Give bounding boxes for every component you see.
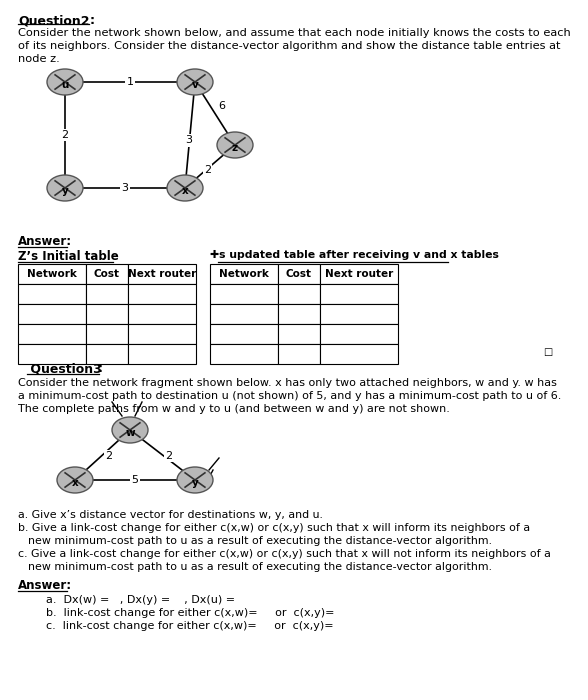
Text: u: u [61,80,69,90]
Text: :: : [98,362,103,375]
Text: v: v [192,80,198,90]
Bar [86,264,128,284]
Bar [18,324,86,344]
Bar [320,344,398,364]
Text: w: w [125,428,135,438]
Bar [320,304,398,324]
Text: 1: 1 [126,77,133,87]
Text: 2: 2 [61,130,69,140]
Text: y: y [62,186,68,196]
Text: 2: 2 [165,451,172,461]
Text: x: x [182,186,188,196]
Text: The complete paths from w and y to u (and between w and y) are not shown.: The complete paths from w and y to u (an… [18,404,450,414]
Text: Question3: Question3 [26,362,102,375]
Bar [128,324,196,344]
Text: a minimum-cost path to destination u (not shown) of 5, and y has a minimum-cost : a minimum-cost path to destination u (no… [18,391,562,401]
Bar [86,344,128,364]
Text: Next router: Next router [128,269,196,279]
Text: Next router: Next router [325,269,393,279]
Text: a.  Dx(w) =   , Dx(y) =    , Dx(u) =: a. Dx(w) = , Dx(y) = , Dx(u) = [46,595,235,605]
Bar [278,264,320,284]
Ellipse shape [47,175,83,201]
Bar [320,264,398,284]
Text: Question2: Question2 [18,14,89,27]
Bar [128,344,196,364]
Text: 6: 6 [219,101,226,111]
Text: Network: Network [219,269,269,279]
Text: Network: Network [27,269,77,279]
Text: z: z [232,144,238,153]
Text: ✚s updated table after receiving v and x tables: ✚s updated table after receiving v and x… [210,250,499,260]
Bar [278,304,320,324]
Text: 2: 2 [105,451,113,461]
Bar [18,284,86,304]
Ellipse shape [57,467,93,493]
Text: x: x [72,478,78,489]
Text: Cost: Cost [286,269,312,279]
Bar [86,304,128,324]
Text: :: : [90,14,95,27]
Bar [18,344,86,364]
Ellipse shape [217,132,253,158]
Text: new minimum-cost path to u as a result of executing the distance-vector algorith: new minimum-cost path to u as a result o… [28,562,492,572]
Bar [210,324,278,344]
Bar [210,304,278,324]
Ellipse shape [167,175,203,201]
Text: of its neighbors. Consider the distance-vector algorithm and show the distance t: of its neighbors. Consider the distance-… [18,41,560,51]
Bar [278,324,320,344]
Bar [128,304,196,324]
Text: 5: 5 [132,475,139,485]
Bar [86,324,128,344]
Text: c.  link-cost change for either c(x,w)=     or  c(x,y)=: c. link-cost change for either c(x,w)= o… [46,621,333,631]
Bar [210,284,278,304]
Text: 3: 3 [122,183,129,193]
Bar [210,344,278,364]
Ellipse shape [112,417,148,443]
Text: Z’s Initial table: Z’s Initial table [18,250,119,263]
Text: Answer:: Answer: [18,579,72,592]
Ellipse shape [47,69,83,95]
Bar [18,304,86,324]
Bar [320,284,398,304]
Ellipse shape [177,467,213,493]
Text: 2: 2 [204,165,211,175]
Text: new minimum-cost path to u as a result of executing the distance-vector algorith: new minimum-cost path to u as a result o… [28,536,492,546]
Text: y: y [192,478,198,489]
Text: b. Give a link-cost change for either c(x,w) or c(x,y) such that x will inform i: b. Give a link-cost change for either c(… [18,523,530,533]
Text: 3: 3 [185,135,192,146]
Bar [210,264,278,284]
Text: b.  link-cost change for either c(x,w)=     or  c(x,y)=: b. link-cost change for either c(x,w)= o… [46,608,335,618]
Text: Consider the network fragment shown below. x has only two attached neighbors, w : Consider the network fragment shown belo… [18,378,557,388]
Ellipse shape [177,69,213,95]
Text: node z.: node z. [18,54,60,64]
Text: Consider the network shown below, and assume that each node initially knows the : Consider the network shown below, and as… [18,28,571,38]
Bar [86,284,128,304]
Bar [128,284,196,304]
Text: Answer:: Answer: [18,235,72,248]
Bar [18,264,86,284]
Text: a. Give x’s distance vector for destinations w, y, and u.: a. Give x’s distance vector for destinat… [18,510,323,520]
Text: c. Give a link-cost change for either c(x,w) or c(x,y) such that x will not info: c. Give a link-cost change for either c(… [18,549,551,559]
Bar [278,284,320,304]
Text: Cost: Cost [94,269,120,279]
Text: □: □ [543,347,553,357]
Bar [278,344,320,364]
Bar [320,324,398,344]
Bar [128,264,196,284]
